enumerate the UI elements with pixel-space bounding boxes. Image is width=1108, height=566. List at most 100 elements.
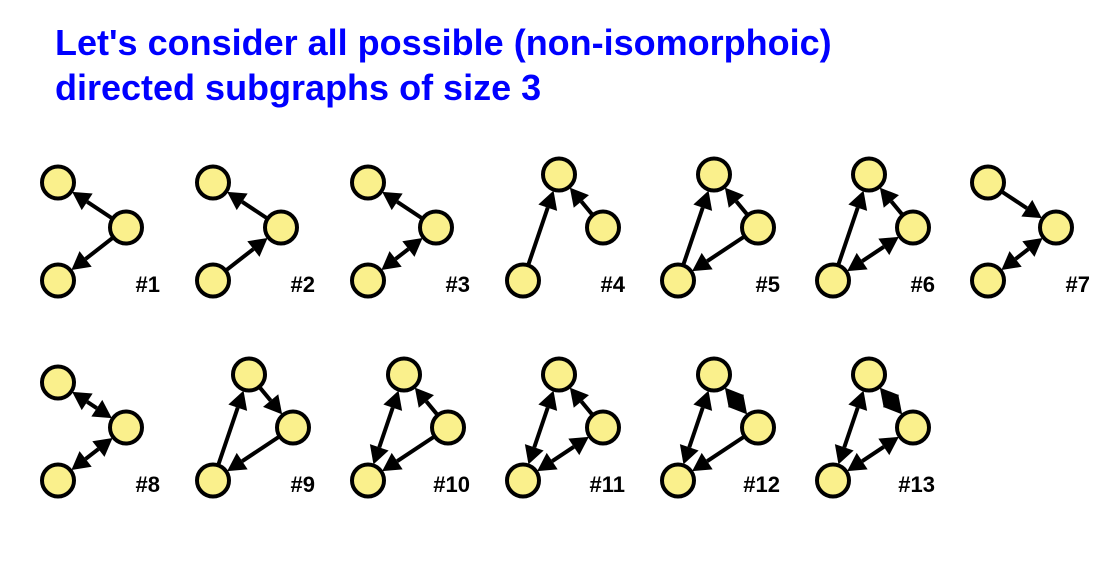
arrow-head-icon (227, 453, 247, 471)
graph-node (662, 265, 694, 297)
graph-node (543, 159, 575, 191)
graph-edge (534, 408, 547, 448)
graph-node (897, 412, 929, 444)
graph-edge (426, 401, 437, 414)
graph-node (352, 167, 384, 199)
graph-edge (707, 237, 744, 261)
graph-edge (689, 408, 702, 448)
arrow-head-icon (382, 453, 402, 471)
graph-edge (552, 447, 574, 461)
graph-edge (87, 202, 112, 218)
graph-node (1040, 212, 1072, 244)
graph-edge (707, 437, 744, 461)
arrow-head-icon (847, 253, 867, 271)
graph-edge (736, 201, 747, 214)
graph-node (587, 212, 619, 244)
subgraph-10: #10 (340, 345, 485, 520)
subgraph-12: #12 (650, 345, 795, 520)
graph-edge (581, 401, 592, 414)
arrow-head-icon (71, 251, 91, 270)
graph-node (817, 465, 849, 497)
subgraph-label: #10 (433, 472, 470, 498)
graph-node (42, 265, 74, 297)
subgraph-9: #9 (185, 345, 330, 520)
arrow-head-icon (1001, 251, 1021, 270)
arrow-head-icon (537, 453, 557, 471)
subgraph-7: #7 (960, 145, 1105, 320)
arrow-head-icon (381, 251, 401, 270)
graph-row: #1#2#3#4#5#6#7 (30, 145, 1105, 320)
arrow-head-icon (692, 253, 712, 271)
arrow-head-icon (91, 400, 111, 418)
graph-node (110, 412, 142, 444)
arrow-head-icon (692, 453, 712, 471)
graph-edge (891, 201, 902, 214)
graph-node (197, 465, 229, 497)
graph-node (42, 465, 74, 497)
graph-node (42, 167, 74, 199)
graph-edge (242, 437, 279, 461)
arrow-head-icon (878, 237, 898, 255)
subgraph-label: #9 (291, 472, 315, 498)
graph-node (277, 412, 309, 444)
arrow-head-icon (92, 438, 112, 457)
graph-edge (396, 249, 409, 259)
arrow-head-icon (72, 192, 92, 210)
subgraph-label: #4 (601, 272, 625, 298)
subgraph-4: #4 (495, 145, 640, 320)
subgraph-label: #2 (291, 272, 315, 298)
graph-edge (1016, 249, 1029, 259)
graph-node (817, 265, 849, 297)
graph-edge (260, 388, 271, 401)
graph-node (507, 465, 539, 497)
arrow-head-icon (1022, 238, 1042, 257)
graph-edge (379, 408, 392, 448)
graph-edge (242, 202, 267, 218)
graph-edge (838, 208, 857, 265)
graph-edge (1002, 192, 1027, 208)
graph-node (110, 212, 142, 244)
graph-node (897, 212, 929, 244)
graph-node (507, 265, 539, 297)
subgraph-label: #6 (911, 272, 935, 298)
arrow-head-icon (402, 238, 422, 257)
subgraph-label: #13 (898, 472, 935, 498)
graph-edge (683, 208, 702, 265)
graph-node (698, 359, 730, 391)
graph-node (432, 412, 464, 444)
arrow-head-icon (568, 437, 588, 455)
arrow-head-icon (227, 192, 247, 210)
subgraph-11: #11 (495, 345, 640, 520)
subgraph-13: #13 (805, 345, 950, 520)
graph-node (388, 359, 420, 391)
graph-node (972, 167, 1004, 199)
graph-edge (581, 201, 592, 214)
graph-node (420, 212, 452, 244)
graph-edge (528, 208, 547, 265)
graph-node (742, 212, 774, 244)
subgraph-5: #5 (650, 145, 795, 320)
graph-edge (862, 247, 884, 261)
graph-edge (86, 238, 113, 259)
arrow-head-icon (71, 451, 91, 470)
arrow-head-icon (247, 238, 267, 257)
arrow-head-icon (847, 453, 867, 471)
graph-node (698, 159, 730, 191)
title-line-1: Let's consider all possible (non-isomorp… (55, 22, 832, 63)
graph-node (197, 167, 229, 199)
arrow-head-icon (72, 392, 92, 410)
subgraph-label: #11 (590, 472, 626, 498)
subgraph-6: #6 (805, 145, 950, 320)
graph-row: #8#9#10#11#12#13 (30, 345, 1105, 520)
arrow-head-icon (878, 437, 898, 455)
graph-node (42, 367, 74, 399)
graph-node (742, 412, 774, 444)
page-title: Let's consider all possible (non-isomorp… (55, 20, 832, 110)
graph-node (972, 265, 1004, 297)
graph-node (233, 359, 265, 391)
graph-node (853, 159, 885, 191)
subgraph-label: #7 (1066, 272, 1090, 298)
subgraph-1: #1 (30, 145, 175, 320)
subgraph-label: #1 (136, 272, 160, 298)
subgraph-2: #2 (185, 145, 330, 320)
